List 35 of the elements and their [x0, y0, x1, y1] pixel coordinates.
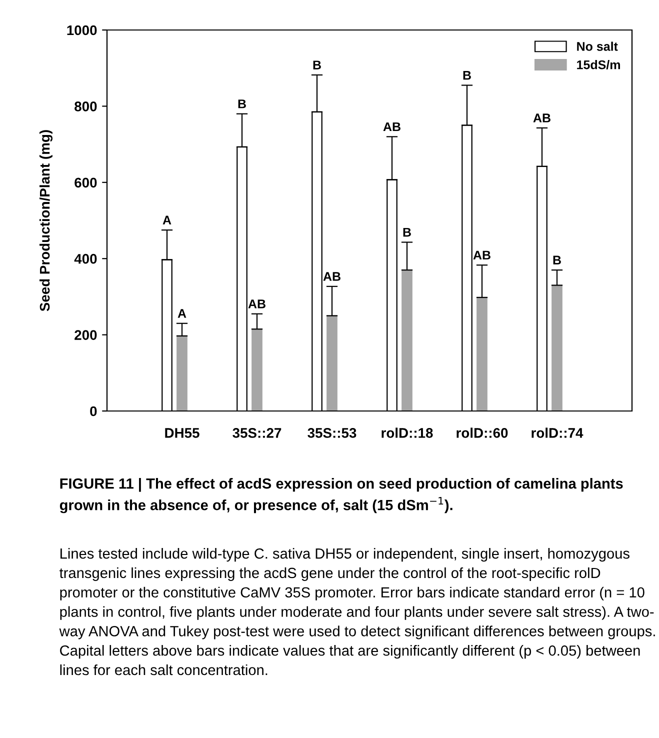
y-tick-label: 1000 — [67, 25, 97, 36]
x-tick-label: 35S::53 — [308, 428, 356, 438]
annotation: B — [313, 60, 321, 70]
legend-label: No salt — [577, 42, 618, 51]
x-tick-label: rolD::18 — [382, 428, 433, 438]
annotation: B — [553, 256, 561, 264]
annotation: B — [238, 100, 246, 108]
x-tick-label: rolD::74 — [532, 428, 584, 438]
bar — [252, 328, 262, 411]
annotation: A — [178, 309, 186, 318]
annotation: B — [403, 228, 411, 237]
x-tick-label: DH55 — [165, 428, 200, 438]
y-tick-label: 400 — [74, 254, 97, 264]
annotation: AB — [383, 122, 400, 132]
x-tick-label: rolD::60 — [456, 428, 508, 438]
bar — [552, 284, 562, 411]
bar — [476, 296, 488, 411]
annotation: A — [162, 216, 172, 224]
annotation: AB — [323, 272, 340, 281]
y-tick-label: 600 — [74, 178, 97, 188]
text: Lines tested include wild-type C. sativa DH55 or independent, single insert, homozygous transgenic lines expressing the acdS gene under the control of the root-specific rolD promoter or the constitutive CaMV 35S promoter. Error bars indicate standard error (n = 10 plants in control, five plants under moderate and four plants under severe salt stress). A two- way ANOVA and Tukey post-test were used to detect significant differences between groups. Capital letters above bars indicate values that are significantly different (p < 0.05) between lines for each salt concentration. — [59, 548, 655, 676]
caption: FIGURE 11 | The effect of acdS expression on seed production of camelina plants grown in the absence of, or presence of, salt (15 dSm$^{−1}$). — [60, 478, 623, 514]
annotation: AB — [248, 300, 266, 308]
bar — [176, 335, 188, 411]
y-axis-title: Seed Production/Plant (mg) — [39, 130, 52, 312]
legend-label: 15dS/m — [577, 60, 620, 70]
annotation: AB — [533, 114, 550, 122]
bar — [326, 315, 338, 411]
annotation: B — [463, 71, 471, 80]
y-tick-label: 800 — [74, 102, 97, 112]
x-tick-label: 35S::27 — [232, 428, 282, 438]
y-tick-label: 200 — [74, 330, 97, 340]
y-tick-label: 0 — [90, 406, 97, 416]
annotation: AB — [473, 250, 490, 260]
bar — [402, 269, 412, 411]
